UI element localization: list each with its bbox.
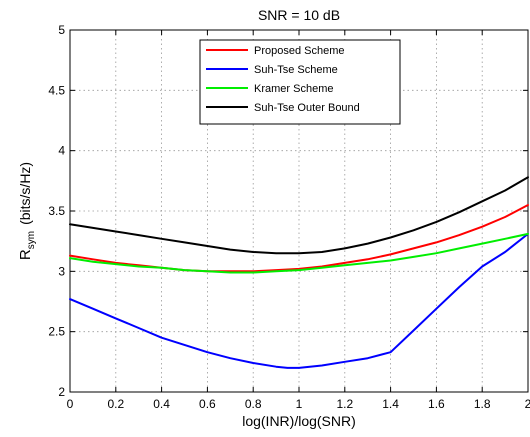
legend-label-suh-tse-outer-bound: Suh-Tse Outer Bound xyxy=(254,102,360,114)
y-tick-label: 4 xyxy=(58,144,65,158)
legend-box xyxy=(199,39,401,125)
x-tick-label: 0.4 xyxy=(153,397,170,411)
x-axis-label: log(INR)/log(SNR) xyxy=(242,413,356,429)
axis-ticks: 0 0.2 0.4 0.6 0.8 1 1.2 1.4 1.6 1.8 2 2 2.5 3 3.5 4 4.5 5 xyxy=(48,23,530,411)
y-axis-label-subscript: sym xyxy=(26,231,37,249)
x-tick-label: 0.6 xyxy=(199,397,216,411)
series-line-suh-tse-outer-bound xyxy=(69,176,529,255)
grid xyxy=(70,30,528,392)
x-tick-label: 1.8 xyxy=(474,397,491,411)
x-tick-label: 1.6 xyxy=(428,397,445,411)
y-axis-label-main: R xyxy=(17,249,34,260)
legend-label-proposed-scheme: Proposed Scheme xyxy=(254,45,345,57)
y-tick-label: 2.5 xyxy=(48,325,65,339)
legend: Proposed Scheme Suh-Tse Scheme Kramer Sche… xyxy=(199,39,401,125)
y-tick-label: 2 xyxy=(58,385,65,399)
legend-label-suh-tse-scheme: Suh-Tse Scheme xyxy=(254,64,338,76)
x-tick-label: 1 xyxy=(296,397,303,411)
x-tick-label: 0.8 xyxy=(245,397,262,411)
legend-label-kramer-scheme: Kramer Scheme xyxy=(254,83,333,95)
x-tick-label: 2 xyxy=(525,397,530,411)
y-tick-label: 3 xyxy=(58,264,65,278)
x-tick-label: 1.4 xyxy=(382,397,399,411)
series-line-kramer-scheme xyxy=(69,232,529,274)
y-tick-label: 5 xyxy=(58,23,65,37)
series-line-suh-tse-scheme xyxy=(69,232,529,369)
x-tick-label: 0.2 xyxy=(107,397,124,411)
y-tick-label: 4.5 xyxy=(48,83,65,97)
series-lines xyxy=(69,176,529,369)
y-axis-label: Rsym (bits/s/Hz) xyxy=(17,162,37,260)
y-axis-label-units: (bits/s/Hz) xyxy=(17,162,33,225)
y-tick-label: 3.5 xyxy=(48,204,65,218)
legend-entries: Proposed Scheme Suh-Tse Scheme Kramer Sche… xyxy=(206,45,360,114)
x-tick-label: 1.2 xyxy=(336,397,353,411)
x-tick-label: 0 xyxy=(67,397,74,411)
chart-title: SNR = 10 dB xyxy=(258,7,340,23)
